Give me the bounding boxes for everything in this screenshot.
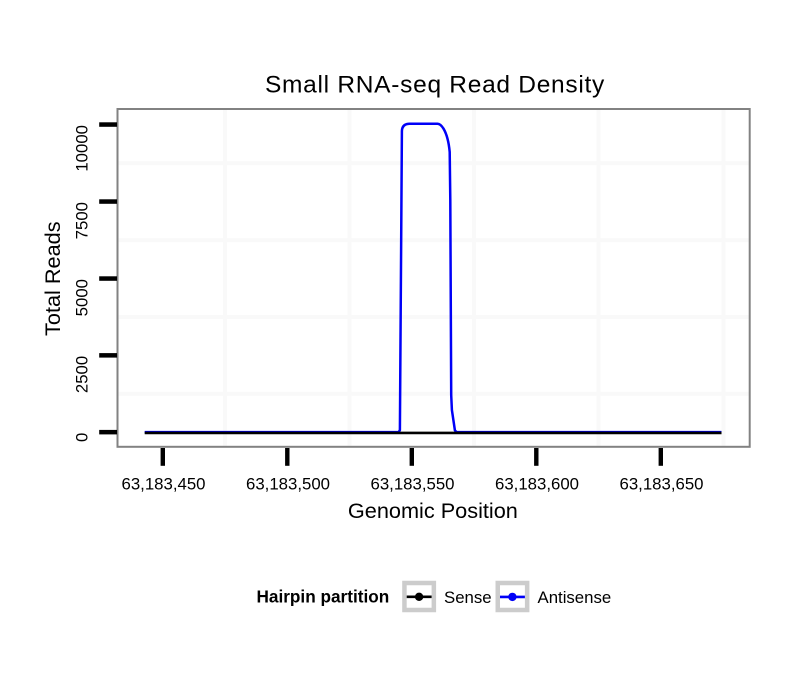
svg-text:Hairpin partition: Hairpin partition — [257, 586, 390, 606]
svg-text:0: 0 — [73, 433, 92, 442]
svg-text:Genomic Position: Genomic Position — [348, 498, 518, 523]
svg-text:63,183,450: 63,183,450 — [122, 474, 206, 493]
svg-text:63,183,500: 63,183,500 — [246, 474, 330, 493]
svg-text:10000: 10000 — [73, 125, 92, 172]
svg-text:Sense: Sense — [444, 588, 492, 607]
svg-text:63,183,650: 63,183,650 — [620, 474, 704, 493]
svg-text:63,183,600: 63,183,600 — [495, 474, 579, 493]
svg-text:63,183,550: 63,183,550 — [371, 474, 455, 493]
svg-text:Antisense: Antisense — [538, 588, 612, 607]
svg-text:2500: 2500 — [73, 356, 92, 393]
svg-text:Total Reads: Total Reads — [40, 221, 65, 336]
svg-text:5000: 5000 — [73, 279, 92, 316]
svg-text:Small RNA-seq Read Density: Small RNA-seq Read Density — [265, 71, 605, 98]
svg-text:7500: 7500 — [73, 202, 92, 239]
